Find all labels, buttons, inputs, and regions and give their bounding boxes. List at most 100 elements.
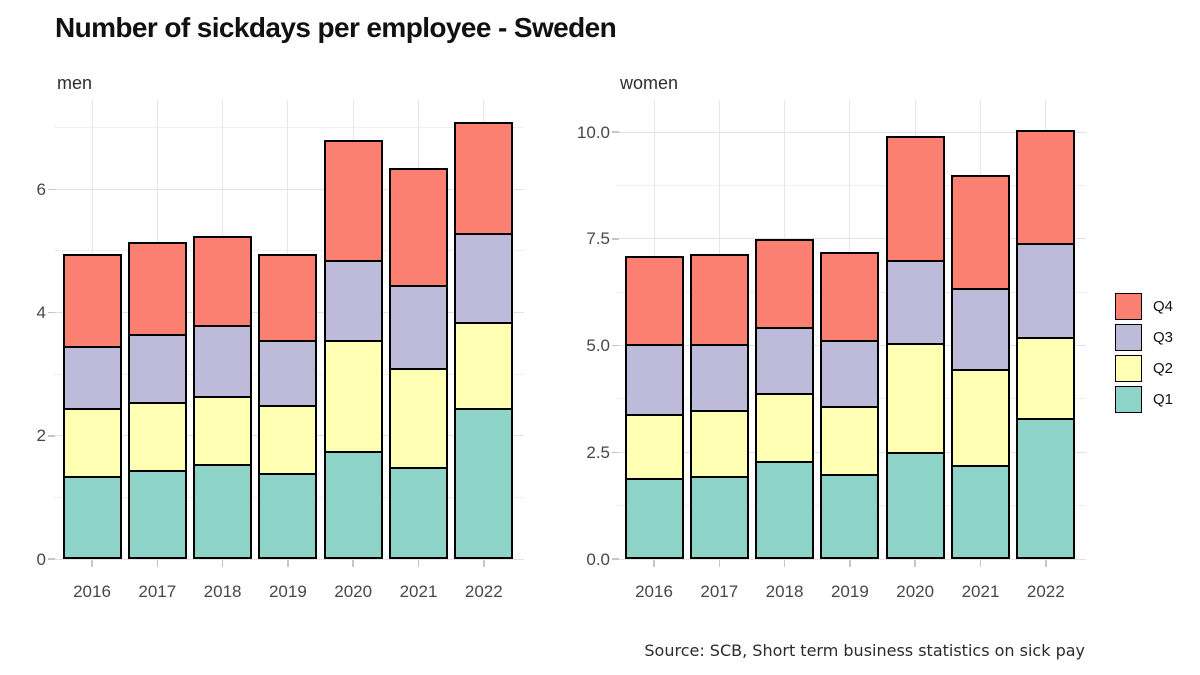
bar-segment-q1 (454, 408, 514, 559)
minor-gridline (616, 184, 1086, 186)
bar-segment-q4 (820, 252, 880, 340)
bar-segment-q2 (885, 343, 945, 452)
bar-segment-q1 (127, 470, 187, 559)
bar-segment-q1 (62, 476, 122, 559)
chart-title: Number of sickdays per employee - Sweden (55, 12, 617, 43)
x-tick-label: 2016 (635, 582, 673, 601)
legend-item-q2: Q2 (1115, 355, 1173, 382)
x-tick (849, 560, 851, 567)
x-tick-label: 2019 (268, 582, 307, 601)
x-tick (287, 560, 289, 567)
bar-segment-q4 (1016, 130, 1076, 243)
y-tick-label: 5.0 (586, 336, 610, 355)
bar-segment-q2 (951, 369, 1010, 465)
bar-segment-q4 (885, 136, 945, 260)
y-tick-label: 0.0 (586, 549, 610, 569)
bar-women-2018 (755, 239, 815, 559)
x-tick-label: 2018 (765, 582, 804, 601)
y-tick-label: 4 (36, 303, 46, 323)
major-gridline (616, 558, 1086, 560)
x-tick-label: 2019 (830, 582, 869, 601)
bar-segment-q4 (127, 242, 187, 334)
legend-item-q3: Q3 (1115, 324, 1173, 351)
x-tick (91, 560, 93, 567)
x-tick-label: 2020 (896, 582, 935, 601)
bar-segment-q2 (323, 340, 383, 451)
legend-key-swatch (1115, 293, 1142, 320)
bar-segment-q4 (689, 254, 749, 344)
bar-segment-q2 (820, 406, 880, 474)
bar-segment-q1 (885, 452, 945, 559)
x-tick (979, 560, 982, 567)
bar-segment-q1 (624, 478, 684, 559)
y-tick (48, 435, 55, 437)
bar-segment-q2 (193, 396, 253, 464)
legend-key-swatch (1115, 324, 1142, 351)
bar-segment-q4 (951, 175, 1010, 288)
legend-label: Q3 (1153, 329, 1174, 346)
bar-segment-q1 (258, 473, 318, 559)
bar-segment-q1 (323, 451, 383, 559)
bar-segment-q4 (755, 239, 815, 327)
x-tick-label: 2017 (700, 582, 739, 601)
x-tick (221, 560, 224, 567)
bar-segment-q1 (755, 461, 815, 559)
x-tick-label: 2021 (399, 582, 438, 601)
bar-segment-q1 (951, 465, 1010, 559)
minor-gridline (54, 250, 524, 252)
x-tick (352, 560, 354, 567)
bar-segment-q2 (755, 393, 815, 461)
bar-segment-q3 (624, 344, 684, 414)
x-tick-label: 2020 (334, 582, 373, 601)
legend-item-q4: Q4 (1115, 293, 1173, 320)
bar-segment-q3 (951, 288, 1010, 369)
y-tick-label: 0 (36, 549, 46, 569)
y-tick (612, 238, 619, 240)
bar-women-2020 (885, 136, 945, 559)
bar-segment-q4 (62, 254, 122, 346)
bar-segment-q3 (258, 340, 318, 405)
bar-men-2021 (389, 168, 448, 559)
y-tick (48, 188, 55, 191)
y-tick-label: 6 (36, 179, 46, 199)
x-tick (417, 560, 420, 567)
bar-segment-q2 (1016, 337, 1076, 418)
legend: Q4 Q3 Q2 Q1 (1115, 293, 1173, 417)
bar-men-2017 (127, 242, 187, 559)
bar-segment-q1 (389, 467, 448, 559)
bar-women-2016 (624, 256, 684, 559)
bar-segment-q4 (323, 140, 383, 260)
bar-segment-q1 (1016, 418, 1076, 559)
panel-label-men: men (57, 73, 93, 93)
y-tick-label: 7.5 (586, 229, 610, 249)
x-tick-label: 2018 (203, 582, 242, 601)
bar-segment-q3 (1016, 243, 1076, 337)
bar-segment-q1 (193, 464, 253, 559)
legend-label: Q1 (1153, 391, 1174, 408)
bar-segment-q3 (62, 346, 122, 408)
y-tick-label: 2 (36, 426, 46, 446)
x-tick-label: 2022 (1026, 582, 1065, 601)
bar-segment-q2 (624, 414, 684, 478)
bar-women-2021 (951, 175, 1010, 559)
x-tick-label: 2016 (73, 582, 111, 601)
bar-men-2019 (258, 254, 318, 559)
major-gridline (54, 558, 524, 560)
y-tick (48, 558, 55, 560)
x-tick-label: 2022 (464, 582, 503, 601)
plot-area-men (54, 100, 524, 560)
y-tick-label: 2.5 (586, 442, 610, 462)
bar-men-2018 (193, 236, 253, 559)
legend-key-swatch (1115, 386, 1142, 413)
y-tick (612, 344, 619, 347)
y-tick (48, 311, 55, 314)
bar-segment-q4 (258, 254, 318, 340)
major-gridline (54, 188, 524, 190)
legend-item-q1: Q1 (1115, 386, 1173, 413)
x-tick (483, 560, 485, 567)
bar-men-2020 (323, 140, 383, 559)
major-gridline (616, 131, 1086, 133)
bar-men-2016 (62, 254, 122, 559)
minor-gridline (54, 127, 524, 129)
